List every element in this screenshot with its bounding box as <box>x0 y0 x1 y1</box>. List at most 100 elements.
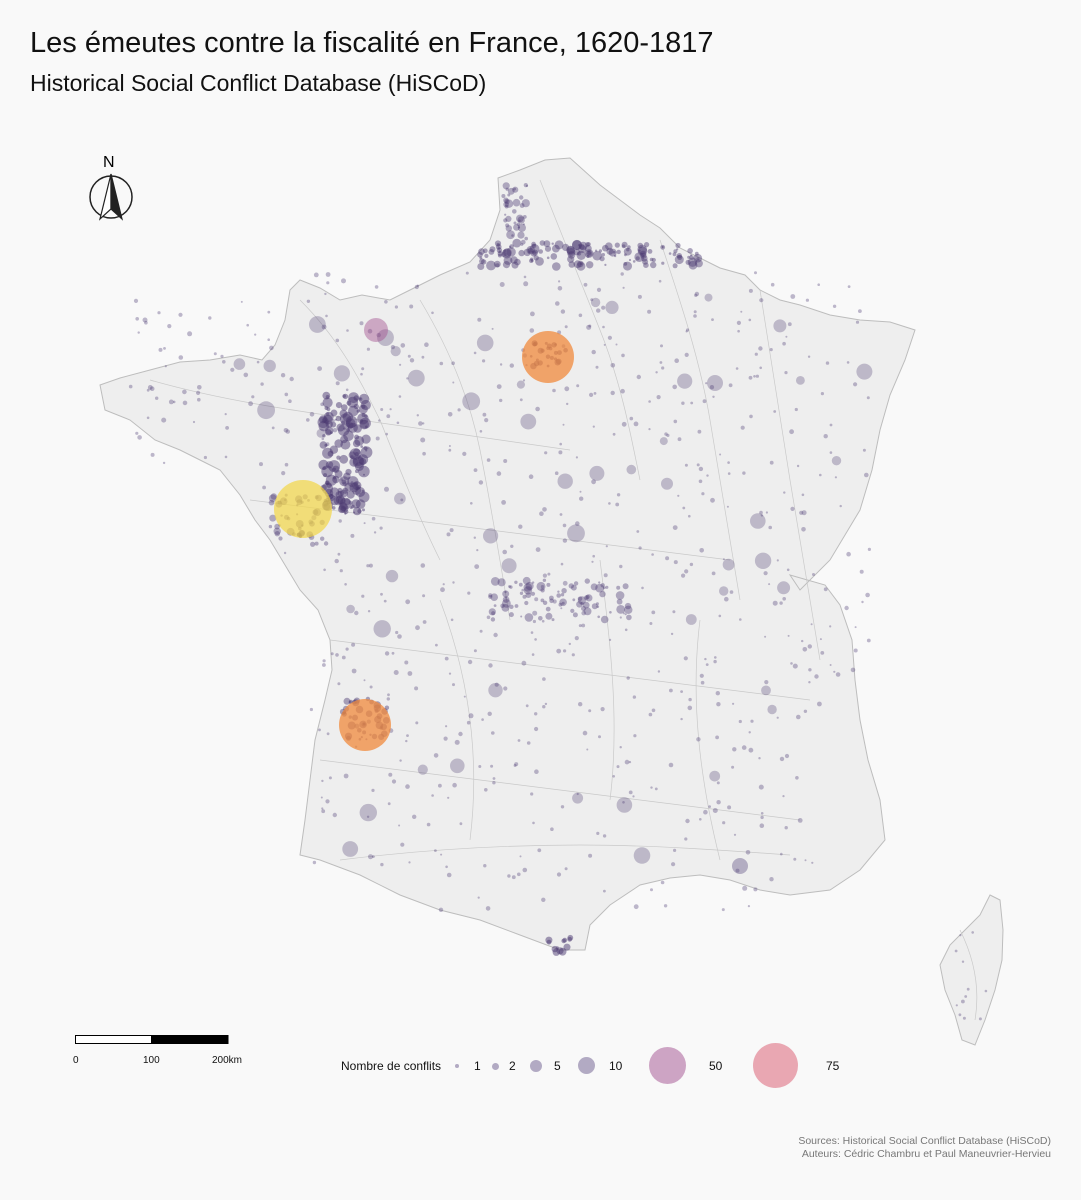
conflict-point <box>496 247 503 253</box>
conflict-point <box>564 867 568 871</box>
conflict-point <box>584 245 592 252</box>
conflict-point <box>522 867 528 873</box>
conflict-point <box>514 580 518 584</box>
conflict-point <box>545 606 551 612</box>
conflict-point <box>584 249 594 258</box>
conflict-point <box>523 281 529 287</box>
conflict-point <box>546 256 550 260</box>
conflict-point <box>626 248 630 252</box>
conflict-point <box>335 653 339 657</box>
conflict-point <box>547 572 551 576</box>
conflict-point <box>722 558 725 561</box>
conflict-point <box>621 353 625 358</box>
conflict-point <box>531 243 537 249</box>
conflict-point <box>363 522 366 525</box>
conflict-point <box>502 596 510 603</box>
conflict-point <box>664 432 668 436</box>
conflict-point <box>532 610 538 616</box>
conflict-point <box>688 697 692 702</box>
conflict-point <box>415 721 419 725</box>
conflict-point <box>590 297 601 308</box>
conflict-point <box>557 590 560 593</box>
conflict-point <box>512 198 521 207</box>
conflict-point <box>673 560 678 565</box>
conflict-point <box>632 695 637 699</box>
conflict-point <box>450 618 454 622</box>
conflict-point <box>552 948 560 956</box>
conflict-point <box>546 582 551 587</box>
conflict-point <box>591 603 598 610</box>
legend-symbol-2 <box>492 1063 499 1070</box>
conflict-point <box>349 506 353 510</box>
conflict-point <box>346 400 352 406</box>
conflict-point <box>520 615 523 618</box>
conflict-point <box>602 325 605 329</box>
conflict-point <box>452 683 455 687</box>
conflict-point <box>776 559 779 562</box>
conflict-point <box>386 414 391 419</box>
conflict-point <box>598 581 601 584</box>
conflict-point <box>810 623 813 626</box>
conflict-point <box>409 304 414 309</box>
conflict-point <box>712 808 718 813</box>
conflict-point <box>262 485 266 490</box>
conflict-point <box>341 404 348 411</box>
conflict-point <box>784 826 788 830</box>
conflict-point <box>562 523 567 528</box>
conflict-point <box>796 714 801 720</box>
conflict-point <box>697 429 702 434</box>
conflict-point <box>616 765 620 769</box>
conflict-point <box>146 388 150 392</box>
conflict-point <box>558 280 561 283</box>
conflict-point <box>532 619 537 624</box>
conflict-point <box>534 726 539 732</box>
conflict-point <box>531 581 535 584</box>
conflict-point <box>731 765 735 769</box>
conflict-point <box>604 263 607 266</box>
scale-bar-graphic <box>75 1035 229 1044</box>
conflict-point <box>792 663 798 669</box>
conflict-point <box>556 872 562 877</box>
conflict-point <box>363 473 365 476</box>
conflict-point <box>780 852 783 856</box>
conflict-point <box>530 259 534 263</box>
conflict-point <box>616 598 623 605</box>
conflict-point <box>741 745 747 750</box>
conflict-point <box>463 695 466 698</box>
conflict-point <box>583 282 588 287</box>
conflict-point <box>558 602 563 607</box>
conflict-point <box>182 389 187 395</box>
conflict-point <box>504 213 507 216</box>
conflict-point <box>320 796 323 799</box>
conflict-point <box>438 783 442 788</box>
conflict-point <box>767 704 777 715</box>
conflict-point <box>504 204 509 209</box>
legend-symbol-50 <box>649 1047 686 1084</box>
conflict-point <box>316 428 326 438</box>
conflict-point <box>641 255 648 262</box>
conflict-point <box>628 258 632 262</box>
conflict-point <box>256 360 260 364</box>
conflict-point <box>361 434 371 444</box>
conflict-point <box>513 221 517 225</box>
conflict-point <box>505 187 509 191</box>
conflict-point <box>539 511 544 516</box>
conflict-point <box>518 249 525 257</box>
conflict-point <box>384 300 388 304</box>
conflict-point <box>497 253 502 258</box>
conflict-point <box>342 481 347 486</box>
conflict-point <box>590 298 594 302</box>
conflict-point <box>576 601 583 608</box>
conflict-point <box>650 888 653 892</box>
conflict-point <box>341 278 346 284</box>
conflict-point <box>705 663 709 666</box>
mainland-france-shape <box>99 157 916 951</box>
conflict-point <box>431 311 434 315</box>
conflict-point <box>716 702 721 707</box>
conflict-point <box>497 246 501 250</box>
conflict-point <box>737 329 740 333</box>
conflict-point <box>807 644 812 649</box>
conflict-point <box>598 735 601 739</box>
conflict-point <box>435 643 438 647</box>
conflict-point <box>572 240 582 251</box>
